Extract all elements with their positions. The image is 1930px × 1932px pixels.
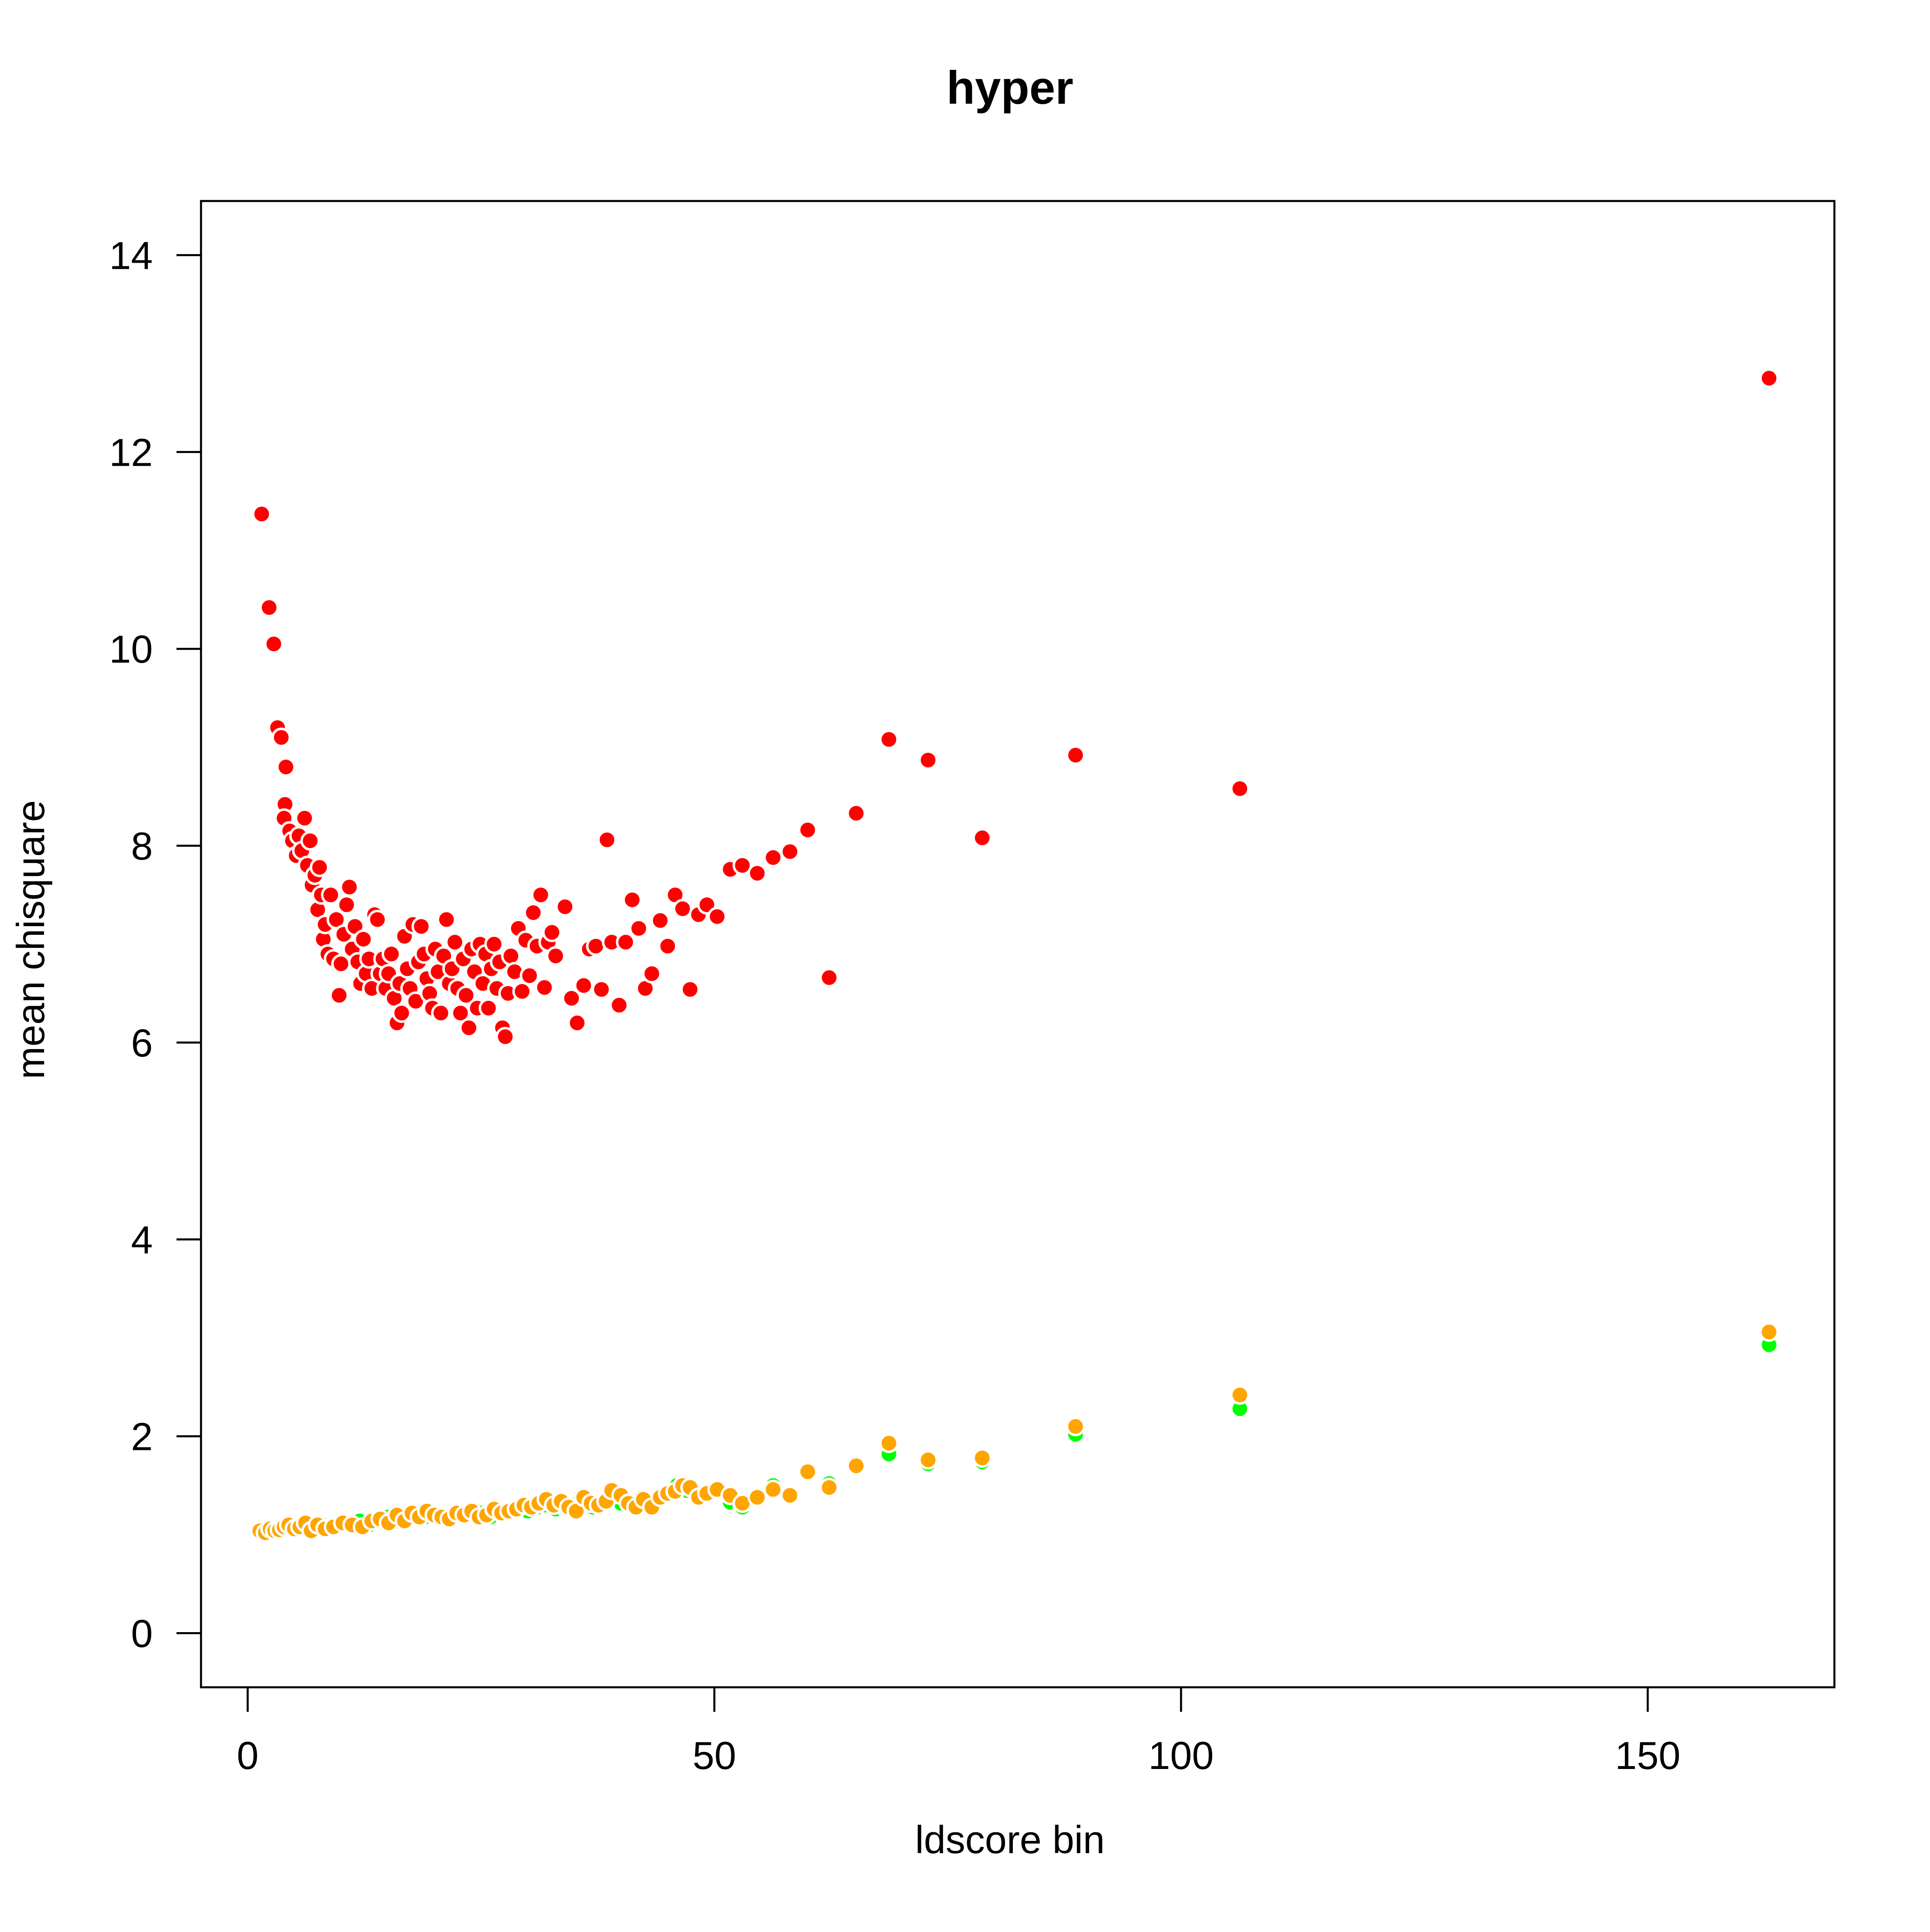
series-0 <box>252 368 1779 1047</box>
data-point <box>520 966 540 986</box>
data-point <box>609 995 629 1015</box>
y-tick-label: 0 <box>131 1612 153 1655</box>
data-point <box>780 1485 800 1505</box>
data-point <box>642 964 662 984</box>
data-point <box>495 1027 515 1047</box>
data-point <box>846 803 866 823</box>
x-tick-label: 50 <box>692 1734 736 1778</box>
data-point <box>259 598 279 618</box>
data-point <box>478 998 498 1018</box>
data-point <box>733 855 753 876</box>
data-point <box>616 932 636 952</box>
data-point <box>367 909 387 929</box>
data-point <box>819 967 839 987</box>
data-point <box>534 978 554 998</box>
data-point <box>622 890 642 910</box>
data-point <box>542 922 562 943</box>
data-point <box>546 946 566 966</box>
data-point <box>1066 1416 1086 1436</box>
data-point <box>295 808 315 828</box>
data-point <box>797 1462 818 1482</box>
x-axis-label: ldscore bin <box>915 1818 1105 1862</box>
data-point <box>555 897 575 917</box>
data-point <box>763 847 783 867</box>
data-point <box>1230 1385 1250 1405</box>
data-point <box>680 979 700 999</box>
series-2 <box>250 1322 1779 1543</box>
chart-title: hyper <box>947 62 1073 114</box>
data-point <box>846 1456 866 1476</box>
data-point <box>567 1013 587 1033</box>
data-point <box>484 934 504 954</box>
data-point <box>501 946 521 966</box>
data-point <box>1759 368 1779 388</box>
x-tick-label: 0 <box>237 1734 259 1778</box>
data-point <box>650 911 670 931</box>
data-point <box>797 820 818 840</box>
data-point <box>592 979 612 999</box>
data-point <box>252 504 272 524</box>
plot-frame <box>200 200 1836 1689</box>
data-points <box>250 368 1779 1543</box>
data-point <box>321 885 341 905</box>
x-tick-label: 150 <box>1615 1734 1680 1778</box>
data-point <box>331 954 351 974</box>
y-tick-label: 12 <box>109 431 153 474</box>
data-point <box>918 1450 938 1470</box>
data-point <box>597 830 617 850</box>
y-tick-label: 4 <box>131 1218 153 1262</box>
data-point <box>523 902 543 922</box>
data-point <box>658 936 678 956</box>
data-point <box>747 1488 767 1508</box>
data-point <box>329 985 349 1005</box>
data-point <box>972 828 992 848</box>
data-point <box>264 634 284 654</box>
y-tick-label: 6 <box>131 1021 153 1065</box>
data-point <box>436 909 456 929</box>
data-point <box>392 1003 412 1023</box>
data-point <box>763 1479 783 1499</box>
y-tick-label: 8 <box>131 824 153 868</box>
data-point <box>459 1018 479 1038</box>
y-tick-label: 10 <box>109 628 153 671</box>
data-point <box>561 988 581 1008</box>
y-tick-label: 14 <box>109 234 153 278</box>
data-point <box>353 929 373 949</box>
data-point <box>531 885 551 905</box>
data-point <box>337 895 357 915</box>
data-point <box>411 916 431 936</box>
data-point <box>382 944 402 964</box>
data-point <box>879 729 899 749</box>
x-tick-label: 100 <box>1148 1734 1214 1778</box>
data-point <box>918 750 938 770</box>
data-point <box>1066 745 1086 765</box>
data-point <box>879 1433 899 1453</box>
data-point <box>707 907 727 927</box>
data-point <box>456 985 476 1005</box>
data-point <box>340 877 360 897</box>
data-point <box>972 1448 992 1468</box>
data-point <box>586 936 606 956</box>
data-point <box>1759 1322 1779 1342</box>
data-point <box>310 858 330 878</box>
data-point <box>629 918 649 938</box>
data-point <box>780 842 800 862</box>
data-point <box>445 932 465 952</box>
data-point <box>300 831 320 851</box>
y-axis-label: mean chisquare <box>9 800 53 1079</box>
data-point <box>747 863 767 883</box>
y-tick-label: 2 <box>131 1415 153 1459</box>
data-point <box>512 981 532 1001</box>
data-point <box>431 1003 451 1023</box>
data-point <box>672 899 692 919</box>
data-point <box>1230 779 1250 799</box>
data-point <box>574 976 594 996</box>
data-point <box>276 757 296 777</box>
data-point <box>271 728 291 748</box>
data-point <box>819 1477 839 1497</box>
